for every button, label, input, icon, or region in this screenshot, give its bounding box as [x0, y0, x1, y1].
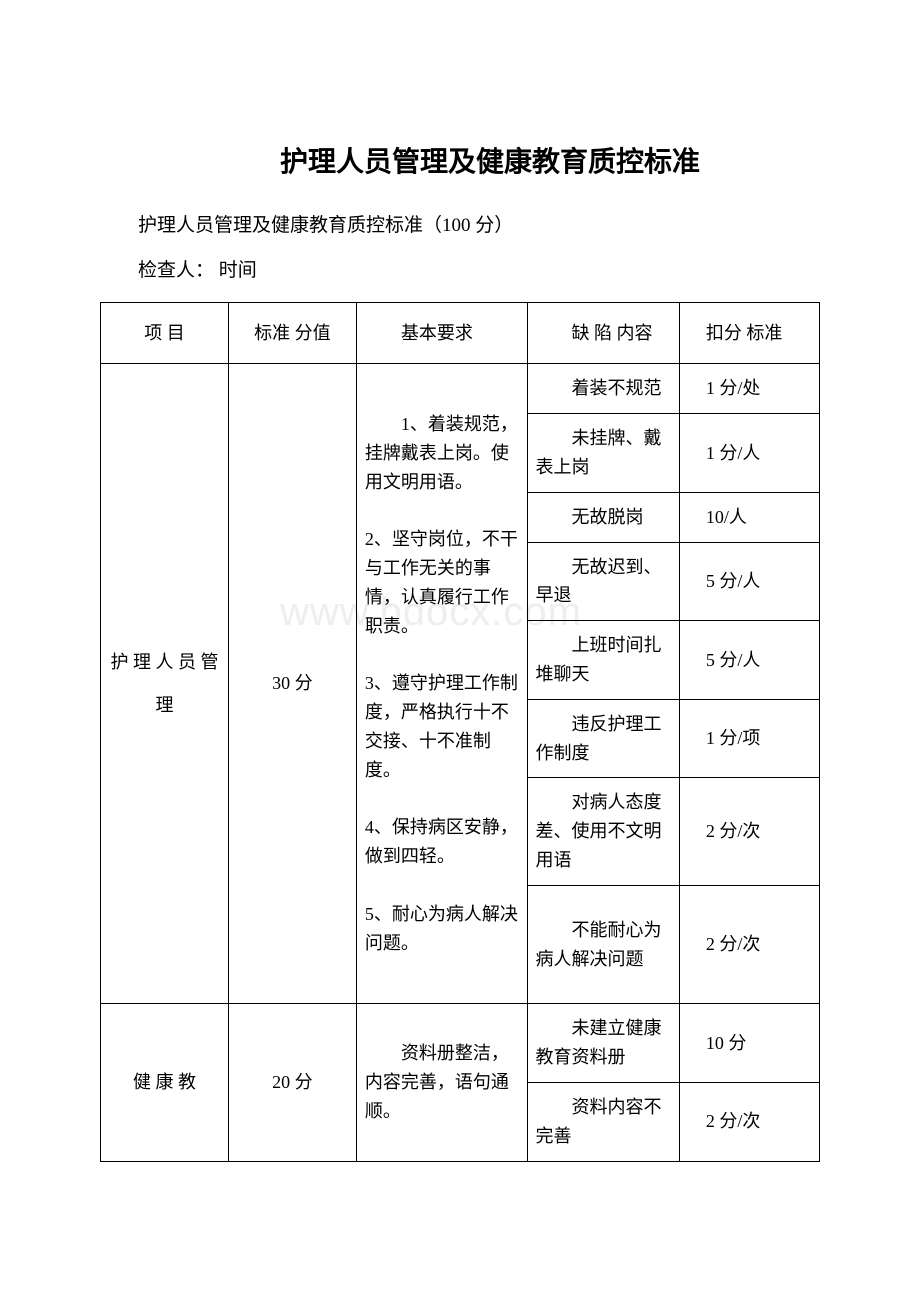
deduct-cell: 10/人 [679, 492, 819, 542]
deduct-cell: 2 分/次 [679, 1082, 819, 1161]
check-line: 检查人： 时间 [100, 255, 820, 282]
section2-requirement: 资料册整洁，内容完善，语句通顺。 [356, 1004, 527, 1161]
header-project: 项 目 [101, 303, 229, 364]
defect-cell: 资料内容不完善 [527, 1082, 679, 1161]
defect-cell: 无故迟到、早退 [527, 542, 679, 621]
table-row: 健 康 教 20 分 资料册整洁，内容完善，语句通顺。 未建立健康教育资料册 1… [101, 1004, 820, 1083]
table-header-row: 项 目 标准 分值 基本要求 缺 陷 内容 扣分 标准 [101, 303, 820, 364]
deduct-cell: 1 分/处 [679, 364, 819, 414]
deduct-cell: 1 分/人 [679, 414, 819, 493]
deduct-cell: 1 分/项 [679, 699, 819, 778]
section2-project: 健 康 教 [101, 1004, 229, 1161]
deduct-cell: 5 分/人 [679, 621, 819, 700]
section1-project: 护 理 人 员 管 理 [101, 364, 229, 1004]
defect-cell: 不能耐心为病人解决问题 [527, 885, 679, 1004]
defect-cell: 着装不规范 [527, 364, 679, 414]
standards-table: 项 目 标准 分值 基本要求 缺 陷 内容 扣分 标准 护 理 人 员 管 理 … [100, 302, 820, 1162]
header-score: 标准 分值 [228, 303, 356, 364]
defect-cell: 无故脱岗 [527, 492, 679, 542]
section2-score: 20 分 [228, 1004, 356, 1161]
deduct-cell: 2 分/次 [679, 885, 819, 1004]
table-row: 护 理 人 员 管 理 30 分 1、着装规范，挂牌戴表上岗。使用文明用语。 2… [101, 364, 820, 414]
section1-score: 30 分 [228, 364, 356, 1004]
defect-cell: 未挂牌、戴表上岗 [527, 414, 679, 493]
defect-cell: 上班时间扎堆聊天 [527, 621, 679, 700]
subtitle: 护理人员管理及健康教育质控标准（100 分） [100, 210, 820, 237]
deduct-cell: 10 分 [679, 1004, 819, 1083]
page-title: 护理人员管理及健康教育质控标准 [100, 140, 820, 180]
defect-cell: 违反护理工作制度 [527, 699, 679, 778]
deduct-cell: 5 分/人 [679, 542, 819, 621]
header-requirement: 基本要求 [356, 303, 527, 364]
section1-requirement: 1、着装规范，挂牌戴表上岗。使用文明用语。 2、坚守岗位，不干与工作无关的事情，… [356, 364, 527, 1004]
defect-cell: 对病人态度差、使用不文明用语 [527, 778, 679, 885]
deduct-cell: 2 分/次 [679, 778, 819, 885]
header-defect: 缺 陷 内容 [527, 303, 679, 364]
defect-cell: 未建立健康教育资料册 [527, 1004, 679, 1083]
header-deduct: 扣分 标准 [679, 303, 819, 364]
document-page: 护理人员管理及健康教育质控标准 护理人员管理及健康教育质控标准（100 分） 检… [0, 0, 920, 1212]
